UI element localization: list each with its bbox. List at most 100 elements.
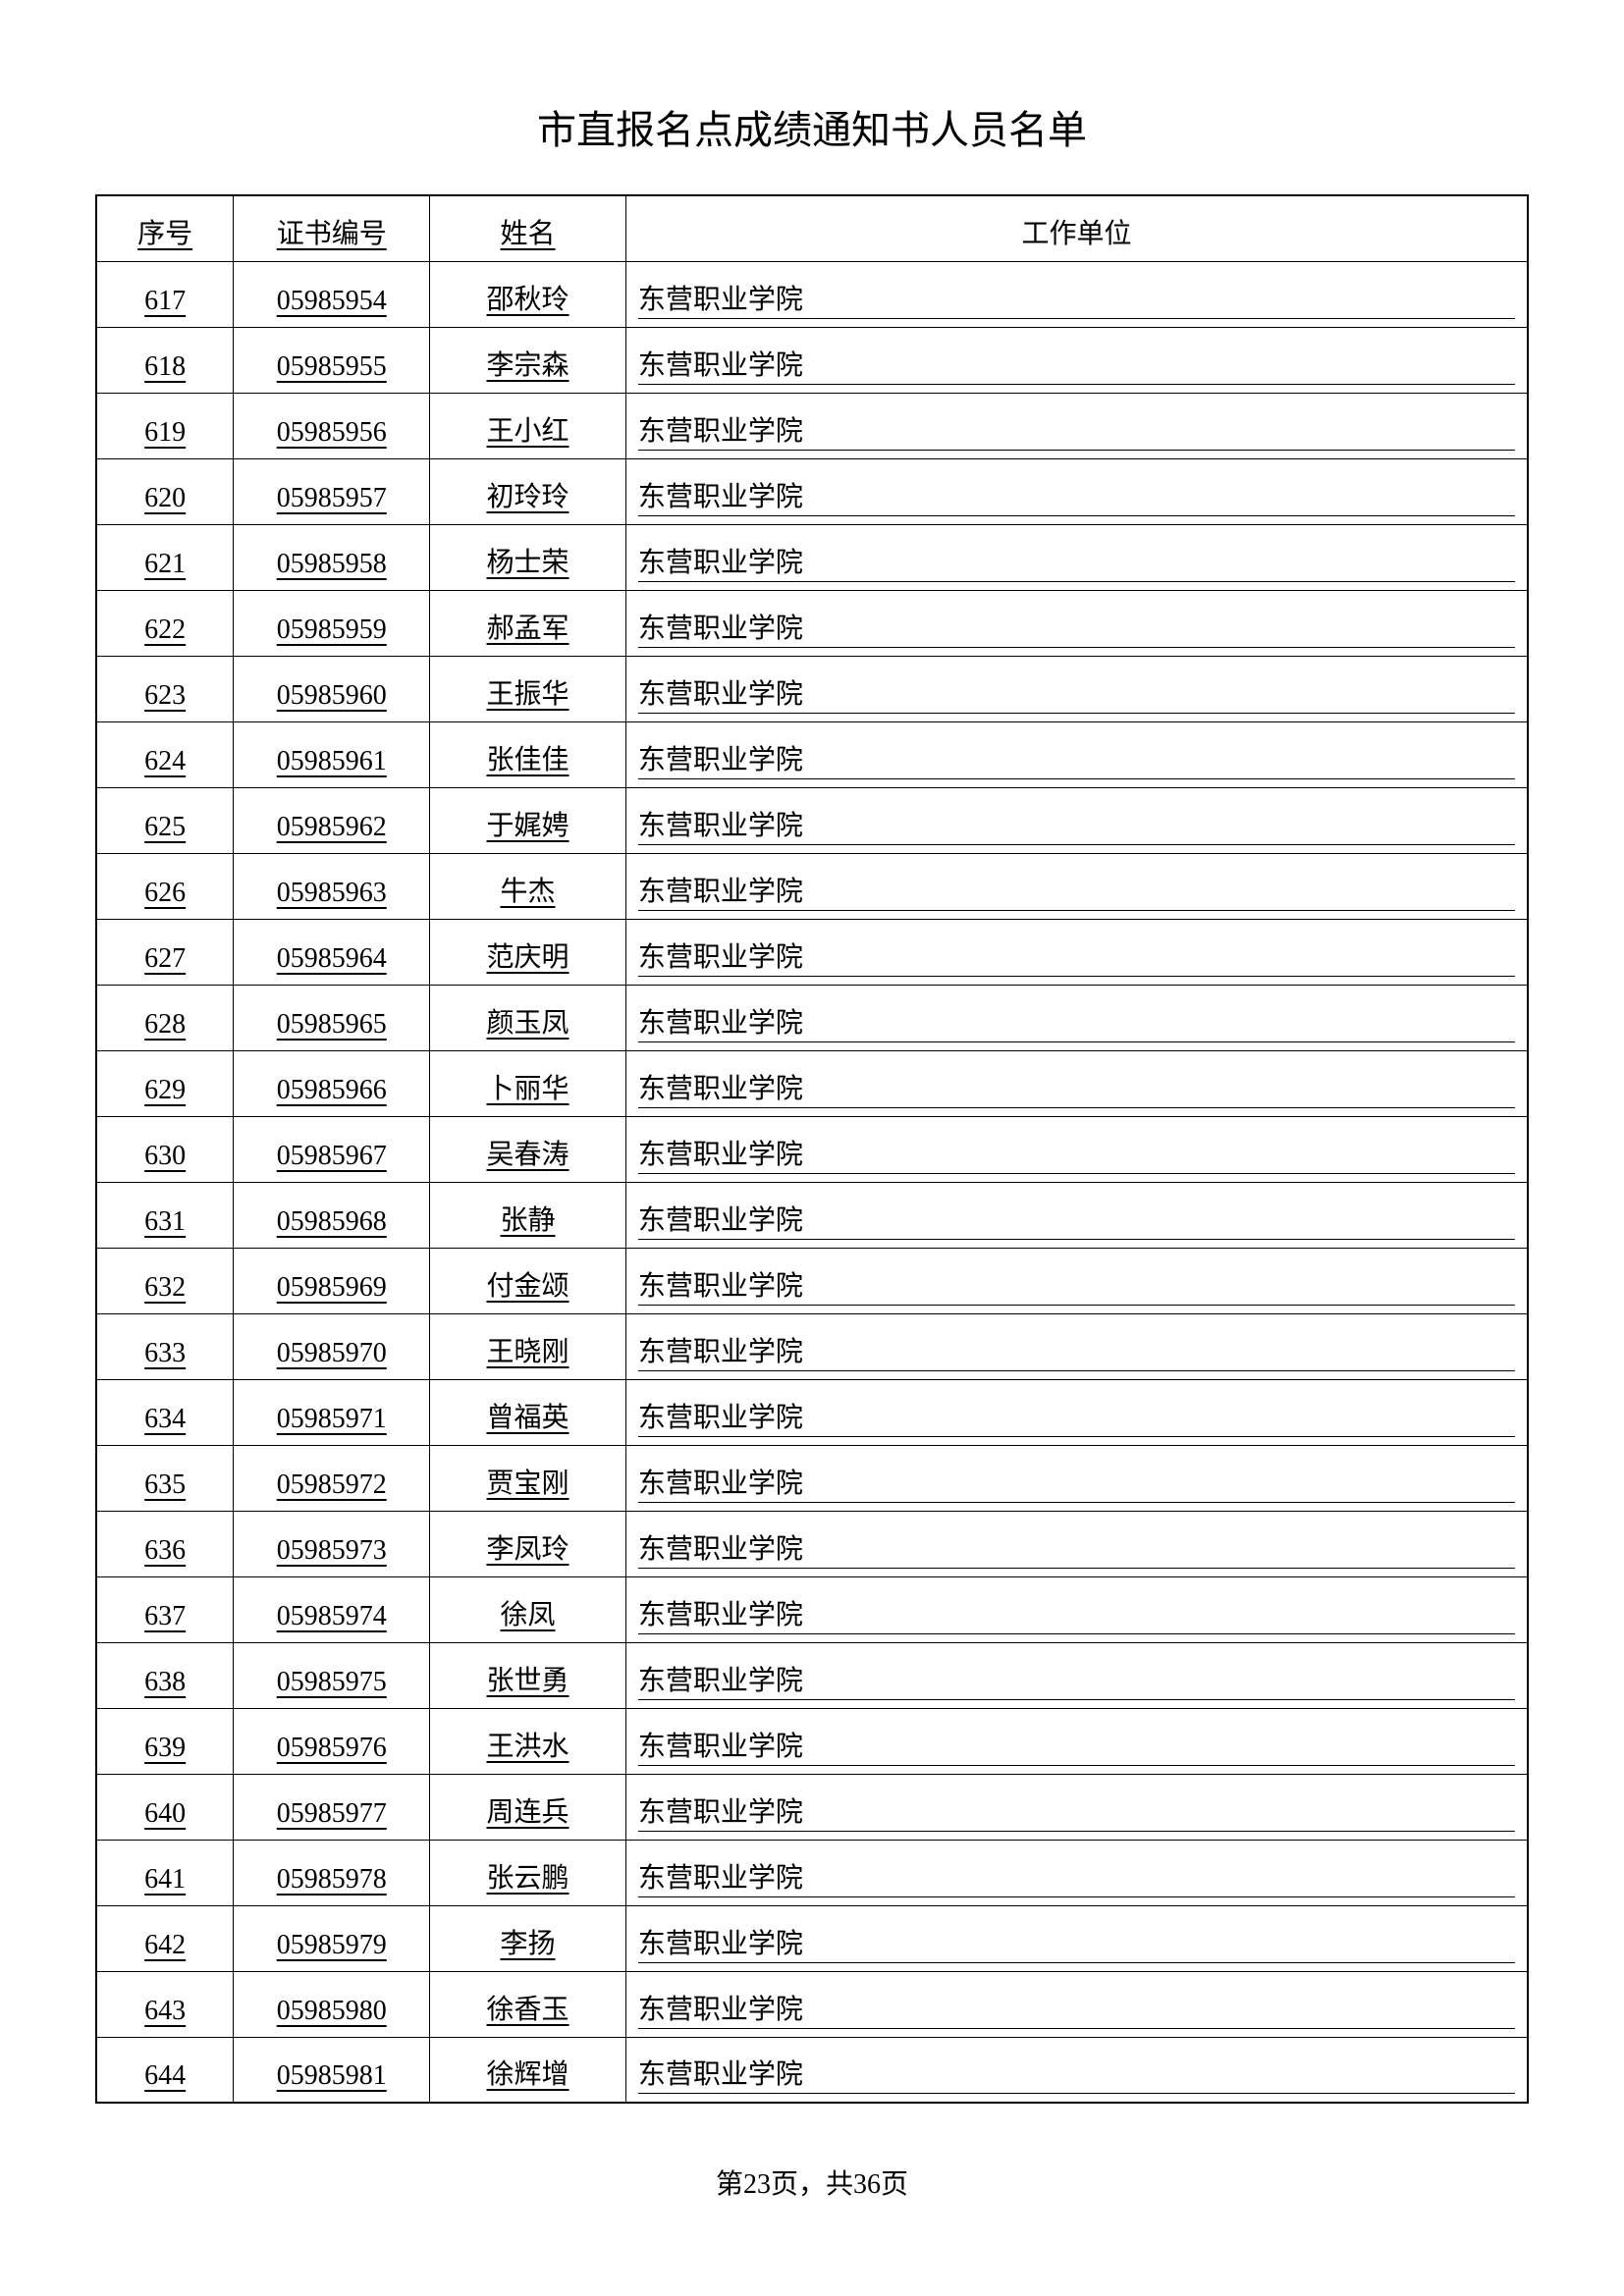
table-row: 62605985963牛杰东营职业学院 xyxy=(96,853,1528,919)
cell-org: 东营职业学院 xyxy=(625,1248,1528,1313)
cell-seq: 632 xyxy=(96,1248,234,1313)
table-row: 64105985978张云鹏东营职业学院 xyxy=(96,1840,1528,1905)
cell-org: 东营职业学院 xyxy=(625,1511,1528,1576)
cell-name: 王小红 xyxy=(430,393,626,458)
cell-name: 吴春涛 xyxy=(430,1116,626,1182)
cell-org: 东营职业学院 xyxy=(625,1313,1528,1379)
cell-seq: 617 xyxy=(96,261,234,327)
cell-org: 东营职业学院 xyxy=(625,1182,1528,1248)
cell-seq: 634 xyxy=(96,1379,234,1445)
cell-seq: 637 xyxy=(96,1576,234,1642)
cell-seq: 644 xyxy=(96,2037,234,2103)
table-row: 62405985961张佳佳东营职业学院 xyxy=(96,721,1528,787)
cell-name: 王晓刚 xyxy=(430,1313,626,1379)
cell-cert: 05985976 xyxy=(234,1708,430,1774)
cell-seq: 638 xyxy=(96,1642,234,1708)
cell-org: 东营职业学院 xyxy=(625,1576,1528,1642)
table-row: 62205985959郝孟军东营职业学院 xyxy=(96,590,1528,656)
cell-name: 卜丽华 xyxy=(430,1050,626,1116)
table-row: 62505985962于娓娉东营职业学院 xyxy=(96,787,1528,853)
table-row: 61905985956王小红东营职业学院 xyxy=(96,393,1528,458)
cell-seq: 640 xyxy=(96,1774,234,1840)
cell-seq: 641 xyxy=(96,1840,234,1905)
cell-cert: 05985965 xyxy=(234,985,430,1050)
table-row: 63905985976王洪水东营职业学院 xyxy=(96,1708,1528,1774)
table-row: 63805985975张世勇东营职业学院 xyxy=(96,1642,1528,1708)
table-row: 63005985967吴春涛东营职业学院 xyxy=(96,1116,1528,1182)
cell-org: 东营职业学院 xyxy=(625,985,1528,1050)
cell-seq: 642 xyxy=(96,1905,234,1971)
cell-cert: 05985977 xyxy=(234,1774,430,1840)
cell-cert: 05985969 xyxy=(234,1248,430,1313)
cell-name: 贾宝刚 xyxy=(430,1445,626,1511)
cell-cert: 05985966 xyxy=(234,1050,430,1116)
cell-seq: 622 xyxy=(96,590,234,656)
table-row: 64305985980徐香玉东营职业学院 xyxy=(96,1971,1528,2037)
cell-name: 杨士荣 xyxy=(430,524,626,590)
cell-org: 东营职业学院 xyxy=(625,1642,1528,1708)
table-row: 62105985958杨士荣东营职业学院 xyxy=(96,524,1528,590)
table-row: 63605985973李凤玲东营职业学院 xyxy=(96,1511,1528,1576)
cell-cert: 05985957 xyxy=(234,458,430,524)
cell-cert: 05985973 xyxy=(234,1511,430,1576)
cell-cert: 05985963 xyxy=(234,853,430,919)
cell-seq: 624 xyxy=(96,721,234,787)
cell-name: 颜玉凤 xyxy=(430,985,626,1050)
cell-org: 东营职业学院 xyxy=(625,327,1528,393)
cell-cert: 05985962 xyxy=(234,787,430,853)
table-row: 63505985972贾宝刚东营职业学院 xyxy=(96,1445,1528,1511)
data-table: 序号 证书编号 姓名 工作单位 61705985954邵秋玲东营职业学院6180… xyxy=(95,194,1529,2104)
cell-cert: 05985960 xyxy=(234,656,430,721)
table-row: 63105985968张静东营职业学院 xyxy=(96,1182,1528,1248)
table-row: 63405985971曾福英东营职业学院 xyxy=(96,1379,1528,1445)
table-row: 64005985977周连兵东营职业学院 xyxy=(96,1774,1528,1840)
cell-name: 徐香玉 xyxy=(430,1971,626,2037)
cell-cert: 05985954 xyxy=(234,261,430,327)
cell-cert: 05985981 xyxy=(234,2037,430,2103)
cell-name: 付金颂 xyxy=(430,1248,626,1313)
cell-cert: 05985964 xyxy=(234,919,430,985)
table-row: 61705985954邵秋玲东营职业学院 xyxy=(96,261,1528,327)
cell-org: 东营职业学院 xyxy=(625,1774,1528,1840)
cell-cert: 05985979 xyxy=(234,1905,430,1971)
table-row: 62005985957初玲玲东营职业学院 xyxy=(96,458,1528,524)
cell-org: 东营职业学院 xyxy=(625,1116,1528,1182)
cell-name: 张云鹏 xyxy=(430,1840,626,1905)
cell-name: 李扬 xyxy=(430,1905,626,1971)
cell-cert: 05985961 xyxy=(234,721,430,787)
cell-name: 曾福英 xyxy=(430,1379,626,1445)
cell-cert: 05985970 xyxy=(234,1313,430,1379)
cell-name: 李凤玲 xyxy=(430,1511,626,1576)
cell-name: 郝孟军 xyxy=(430,590,626,656)
table-row: 63705985974徐凤东营职业学院 xyxy=(96,1576,1528,1642)
cell-seq: 620 xyxy=(96,458,234,524)
cell-cert: 05985975 xyxy=(234,1642,430,1708)
table-row: 62805985965颜玉凤东营职业学院 xyxy=(96,985,1528,1050)
header-cert: 证书编号 xyxy=(234,195,430,261)
cell-org: 东营职业学院 xyxy=(625,919,1528,985)
table-container: 序号 证书编号 姓名 工作单位 61705985954邵秋玲东营职业学院6180… xyxy=(95,194,1529,2104)
cell-org: 东营职业学院 xyxy=(625,393,1528,458)
cell-seq: 619 xyxy=(96,393,234,458)
cell-org: 东营职业学院 xyxy=(625,458,1528,524)
cell-org: 东营职业学院 xyxy=(625,261,1528,327)
cell-seq: 618 xyxy=(96,327,234,393)
cell-name: 徐辉增 xyxy=(430,2037,626,2103)
cell-cert: 05985971 xyxy=(234,1379,430,1445)
table-header-row: 序号 证书编号 姓名 工作单位 xyxy=(96,195,1528,261)
cell-seq: 630 xyxy=(96,1116,234,1182)
cell-seq: 631 xyxy=(96,1182,234,1248)
cell-org: 东营职业学院 xyxy=(625,1840,1528,1905)
cell-seq: 636 xyxy=(96,1511,234,1576)
table-row: 64205985979李扬东营职业学院 xyxy=(96,1905,1528,1971)
table-row: 64405985981徐辉增东营职业学院 xyxy=(96,2037,1528,2103)
cell-org: 东营职业学院 xyxy=(625,1379,1528,1445)
page-footer: 第23页，共36页 xyxy=(0,2163,1624,2202)
table-row: 61805985955李宗森东营职业学院 xyxy=(96,327,1528,393)
page-title: 市直报名点成绩通知书人员名单 xyxy=(0,98,1624,155)
cell-org: 东营职业学院 xyxy=(625,2037,1528,2103)
cell-org: 东营职业学院 xyxy=(625,590,1528,656)
cell-org: 东营职业学院 xyxy=(625,1971,1528,2037)
cell-name: 李宗森 xyxy=(430,327,626,393)
cell-cert: 05985978 xyxy=(234,1840,430,1905)
